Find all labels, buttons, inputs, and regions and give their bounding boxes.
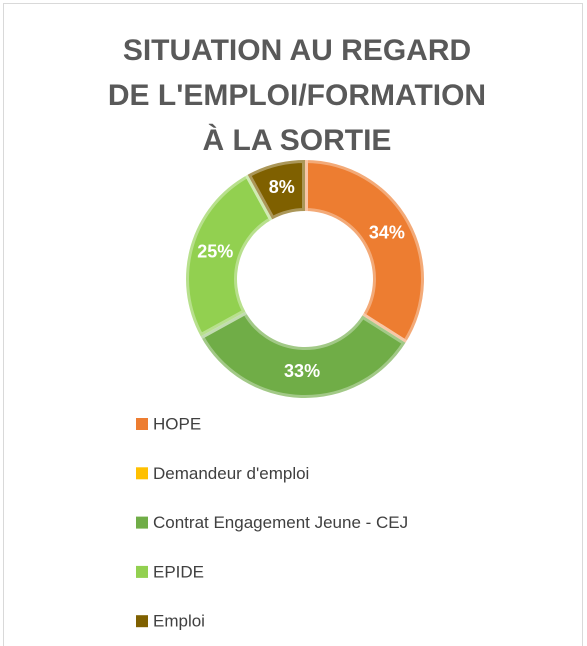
legend-swatch [136,615,148,628]
legend-label: EPIDE [153,562,204,581]
chart-frame [3,3,583,646]
donut-slice [183,171,276,340]
donut-slice [197,308,409,401]
legend-label: Emploi [153,612,205,631]
legend-label: Demandeur d'emploi [153,464,309,483]
data-label: 8% [269,177,295,197]
data-label: 34% [369,223,405,243]
donut-slice [302,157,427,346]
legend-swatch [136,516,148,529]
legend-swatch [136,467,148,480]
legend-swatch [136,418,148,430]
legend-label: Contrat Engagement Jeune - CEJ [153,513,408,532]
data-label: 25% [197,242,233,262]
data-label: 33% [284,361,320,381]
chart-title: DE L'EMPLOI/FORMATION [108,79,486,112]
chart-title: À LA SORTIE [203,123,392,157]
chart-title: SITUATION AU REGARD [123,34,471,67]
legend-label: HOPE [153,414,201,433]
donut-slice [244,157,308,223]
legend-swatch [136,565,148,578]
